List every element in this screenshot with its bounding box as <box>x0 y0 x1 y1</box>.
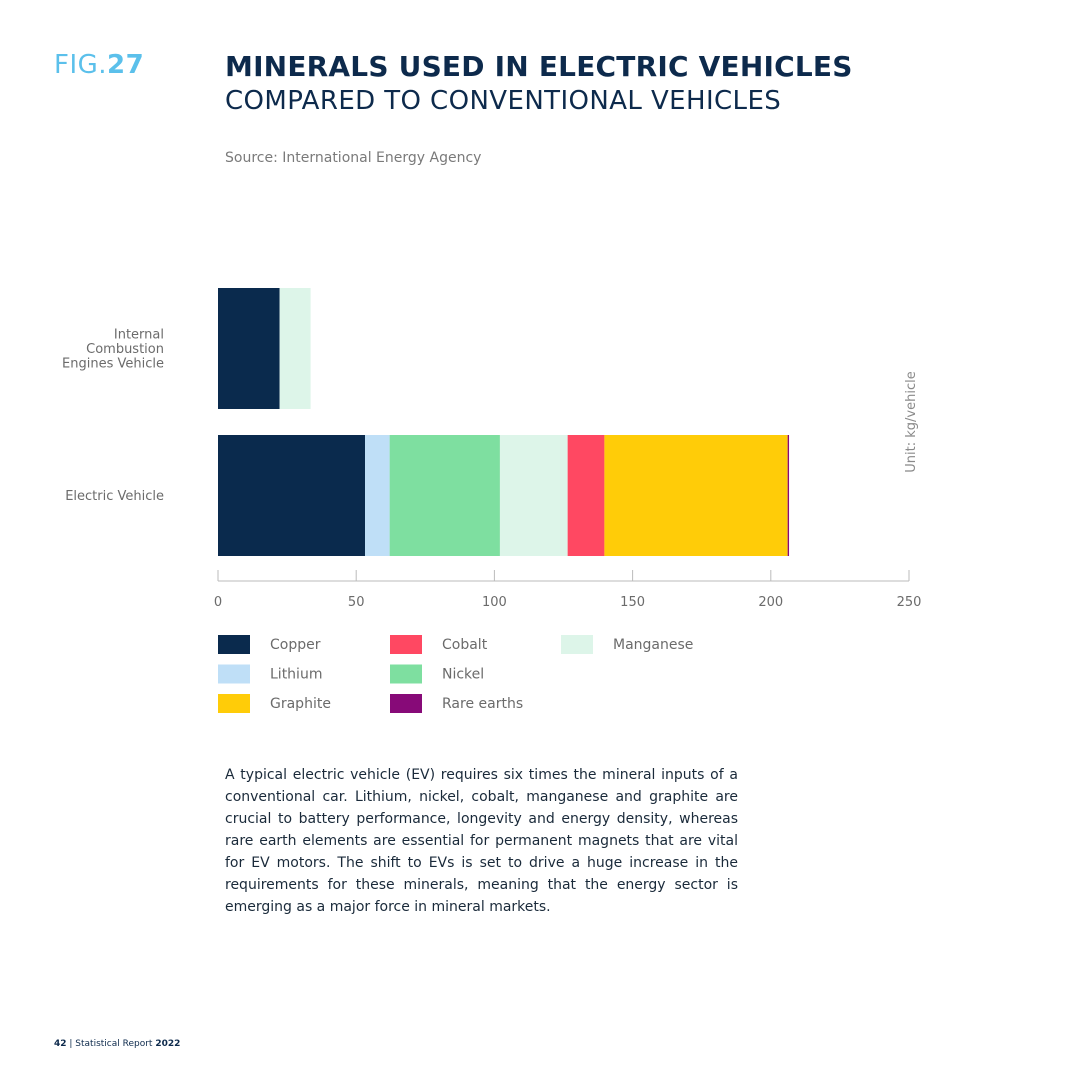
source-text: Source: International Energy Agency <box>225 150 482 166</box>
x-tick-label: 150 <box>620 595 645 610</box>
category-label: Electric Vehicle <box>65 489 164 504</box>
chart-title: MINERALS USED IN ELECTRIC VEHICLES COMPA… <box>225 50 853 118</box>
category-label: Internal Combustion Engines Vehicle <box>62 328 164 372</box>
footer-report-name: | Statistical Report <box>66 1039 156 1049</box>
legend-swatch-nickel <box>390 664 422 684</box>
figure-label: FIG.27 <box>54 50 144 80</box>
bar-segment-rare-earths <box>787 435 790 556</box>
bar-segment-cobalt <box>567 435 605 556</box>
page-number: 42 <box>54 1039 67 1049</box>
x-tick-label: 100 <box>482 595 507 610</box>
bar-segment-nickel <box>389 435 500 556</box>
legend-swatch-graphite <box>218 694 250 713</box>
bar-segment-graphite <box>604 435 788 556</box>
legend-swatch-cobalt <box>390 635 422 654</box>
x-tick-label: 250 <box>897 595 922 610</box>
body-paragraph: A typical electric vehicle (EV) requires… <box>225 767 738 915</box>
legend-swatch-manganese <box>561 635 593 654</box>
x-tick-label: 50 <box>348 595 365 610</box>
figure-number: 27 <box>107 50 145 80</box>
legend-swatch-lithium <box>218 664 250 684</box>
legend-label-copper: Copper <box>270 637 321 653</box>
x-tick-label: 0 <box>214 595 222 610</box>
legend-label-nickel: Nickel <box>442 667 484 683</box>
title-line-1: MINERALS USED IN ELECTRIC VEHICLES <box>225 50 853 83</box>
bar-segment-manganese <box>499 435 568 556</box>
bar-segment-manganese <box>279 288 311 409</box>
page-footer: 42 | Statistical Report 2022 <box>54 1039 180 1049</box>
bar-segment-lithium <box>365 435 390 556</box>
figure-prefix: FIG. <box>54 50 108 80</box>
x-tick-label: 200 <box>758 595 783 610</box>
unit-label: Unit: kg/vehicle <box>904 371 919 472</box>
legend-label-cobalt: Cobalt <box>442 637 488 653</box>
title-line-2: COMPARED TO CONVENTIONAL VEHICLES <box>225 86 782 116</box>
bar-segment-copper <box>218 288 280 409</box>
legend-swatch-copper <box>218 635 250 654</box>
footer-year: 2022 <box>155 1039 181 1049</box>
legend-swatch-rare-earths <box>390 694 422 713</box>
legend-label-graphite: Graphite <box>270 696 331 712</box>
legend-label-rare-earths: Rare earths <box>442 696 523 712</box>
legend-label-lithium: Lithium <box>270 667 322 683</box>
legend-label-manganese: Manganese <box>613 637 693 653</box>
bar-segment-copper <box>218 435 366 556</box>
